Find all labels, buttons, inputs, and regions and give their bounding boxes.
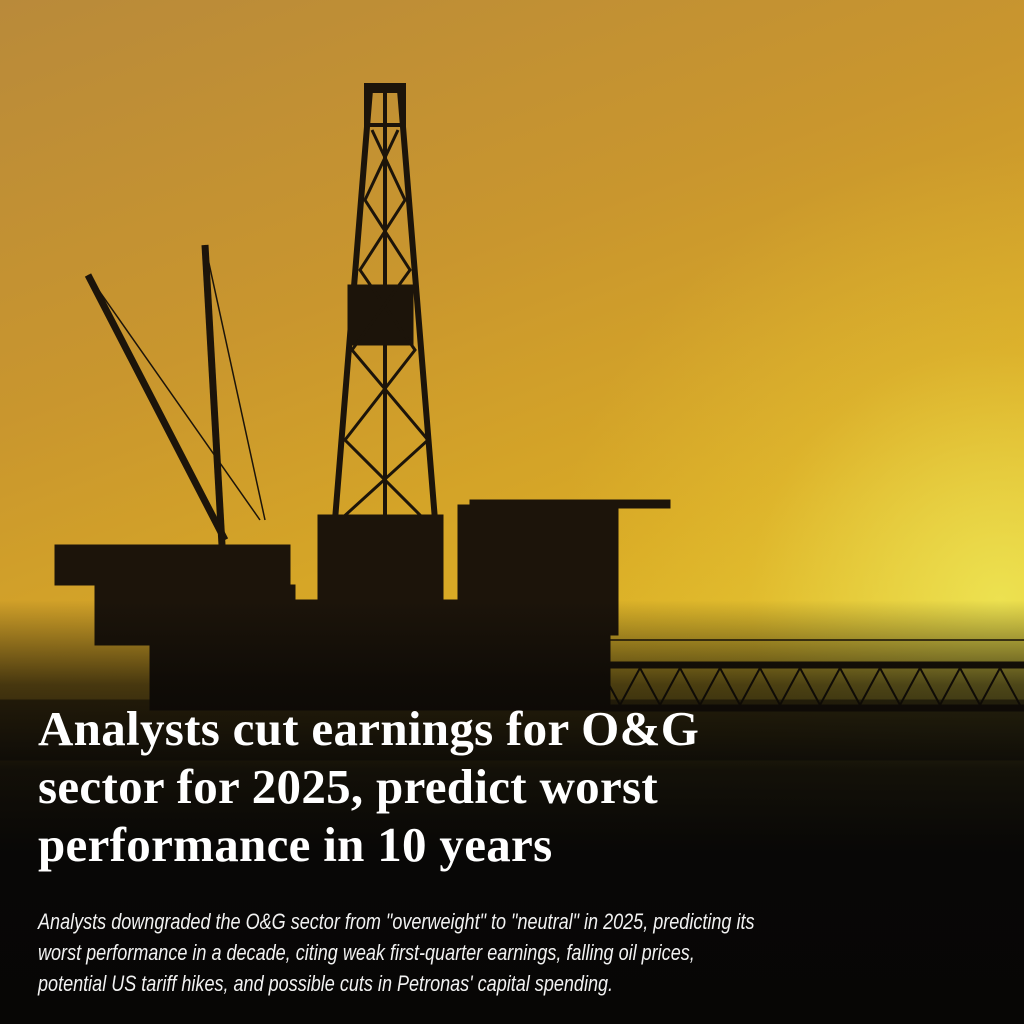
bottom-dark-gradient [0, 600, 1024, 1024]
article-summary: Analysts downgraded the O&G sector from … [38, 906, 912, 999]
headline-line: sector for 2025, predict worst [38, 759, 658, 814]
summary-line: potential US tariff hikes, and possible … [38, 971, 614, 996]
summary-line: Analysts downgraded the O&G sector from … [38, 909, 755, 934]
summary-line: worst performance in a decade, citing we… [38, 940, 695, 965]
headline-line: performance in 10 years [38, 817, 553, 872]
headline-line: Analysts cut earnings for O&G [38, 701, 700, 756]
article-headline: Analysts cut earnings for O&G sector for… [38, 700, 699, 874]
